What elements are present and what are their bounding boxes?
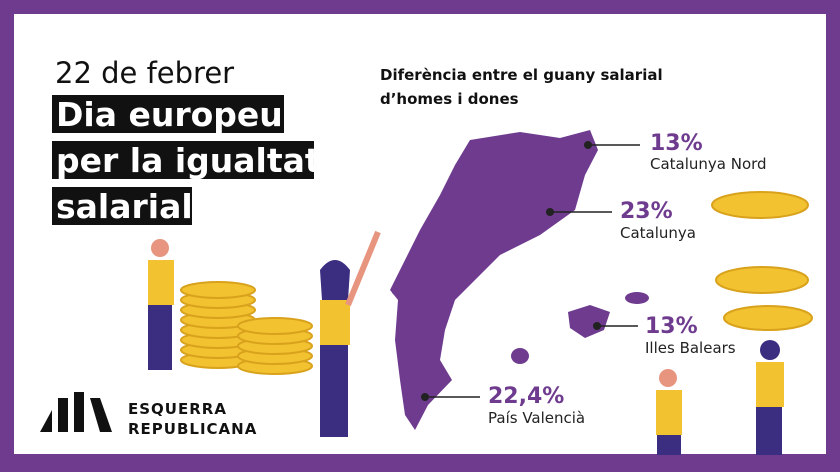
people [148,230,784,455]
islet [392,288,408,296]
coins [180,191,813,375]
value: 13% [650,131,703,156]
region: Catalunya Nord [650,155,767,173]
eivissa [511,348,529,364]
coin [711,191,809,219]
date: 22 de febrer [55,56,234,90]
value: 13% [645,314,698,339]
logo-text: ESQUERRA [128,400,227,418]
value: 22,4% [488,384,564,409]
leaders [425,144,640,398]
highlight [52,141,314,179]
highlight [52,95,284,133]
coin [237,317,313,335]
title-line: salarial [56,187,193,226]
region: País Valencià [488,409,585,427]
map-title: d’homes i dones [380,90,519,108]
dots [421,141,601,401]
logo-mark [40,392,112,432]
region: Catalunya [620,224,696,242]
title-line: Dia europeu [56,95,283,134]
title-line: per la igualtat [56,141,321,180]
mallorca [568,305,610,338]
map-title: Diferència entre el guany salarial [380,66,663,84]
value: 23% [620,199,673,224]
region: Illes Balears [645,339,736,357]
map [390,130,649,430]
coin [180,281,256,299]
coin [715,266,809,294]
menorca [625,292,649,304]
coin [723,305,813,331]
highlight [52,187,192,225]
mainland [390,130,598,430]
logo-text: REPUBLICANA [128,420,257,438]
